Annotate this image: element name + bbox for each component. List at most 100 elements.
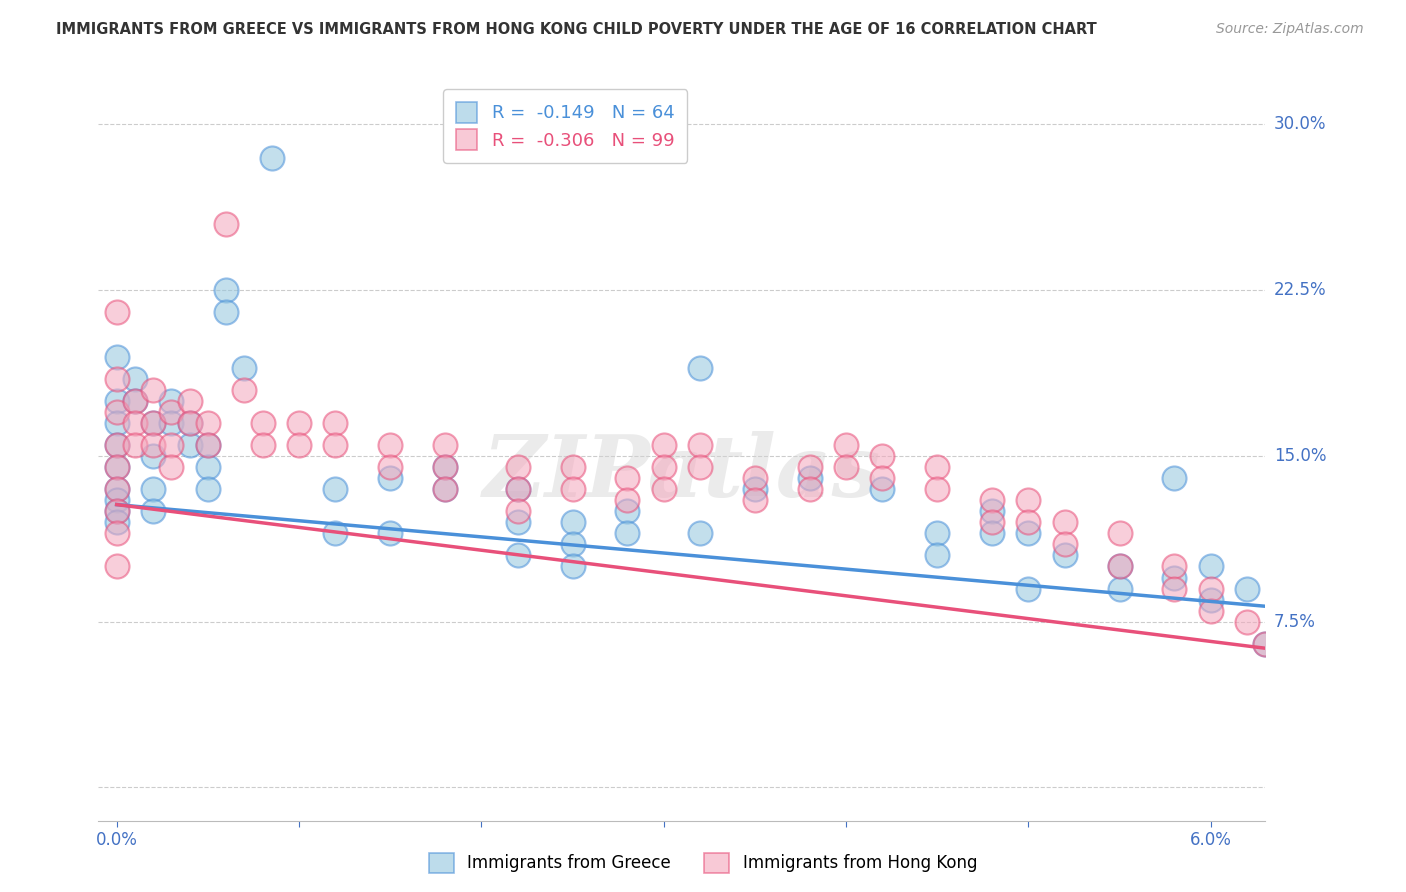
Point (105, 526, 128, 541)
Point (561, 559, 583, 574)
Point (744, 482, 766, 496)
Point (288, 416, 311, 430)
Point (197, 438, 219, 452)
Text: 30.0%: 30.0% (1274, 115, 1326, 134)
Point (872, 482, 894, 496)
Point (142, 504, 165, 518)
Point (927, 549, 949, 563)
Text: 7.5%: 7.5% (1274, 613, 1316, 631)
Point (1236, 615, 1258, 629)
Point (124, 438, 146, 452)
Point (325, 438, 347, 452)
Point (142, 383, 165, 397)
Text: 15.0%: 15.0% (1274, 447, 1326, 465)
Point (1163, 582, 1185, 596)
Point (233, 383, 256, 397)
Point (105, 482, 128, 496)
Text: Source: ZipAtlas.com: Source: ZipAtlas.com (1216, 22, 1364, 37)
Point (506, 460, 529, 475)
Point (380, 471, 402, 485)
Point (1017, 516, 1039, 530)
Point (616, 526, 638, 541)
Point (1199, 592, 1222, 607)
Point (1053, 537, 1076, 551)
Text: IMMIGRANTS FROM GREECE VS IMMIGRANTS FROM HONG KONG CHILD POVERTY UNDER THE AGE : IMMIGRANTS FROM GREECE VS IMMIGRANTS FRO… (56, 22, 1097, 37)
Point (927, 482, 949, 496)
Point (105, 482, 128, 496)
Point (105, 504, 128, 518)
Point (1017, 526, 1039, 541)
Point (380, 526, 402, 541)
Point (105, 393, 128, 408)
Point (1163, 559, 1185, 574)
Point (433, 438, 456, 452)
Point (744, 493, 766, 508)
Point (744, 471, 766, 485)
Point (561, 482, 583, 496)
Point (872, 449, 894, 463)
Point (1199, 559, 1222, 574)
Point (160, 460, 183, 475)
Point (105, 559, 128, 574)
Point (105, 460, 128, 475)
Point (179, 393, 201, 408)
Point (1108, 526, 1130, 541)
Point (160, 416, 183, 430)
Point (124, 416, 146, 430)
Point (506, 482, 529, 496)
Point (1053, 549, 1076, 563)
Point (215, 305, 238, 319)
Point (1017, 582, 1039, 596)
Point (433, 482, 456, 496)
Point (124, 393, 146, 408)
Point (835, 438, 858, 452)
Point (652, 438, 675, 452)
Point (980, 493, 1002, 508)
Point (1254, 637, 1277, 651)
Point (616, 504, 638, 518)
Point (506, 549, 529, 563)
Point (616, 493, 638, 508)
Point (561, 516, 583, 530)
Point (215, 217, 238, 231)
Point (980, 504, 1002, 518)
Point (105, 493, 128, 508)
Point (179, 416, 201, 430)
Point (1163, 570, 1185, 584)
Point (105, 516, 128, 530)
Point (506, 504, 529, 518)
Point (105, 305, 128, 319)
Point (124, 371, 146, 385)
Point (252, 416, 274, 430)
Point (980, 526, 1002, 541)
Point (927, 460, 949, 475)
Point (179, 416, 201, 430)
Point (433, 460, 456, 475)
Point (105, 371, 128, 385)
Point (260, 151, 283, 165)
Point (689, 526, 711, 541)
Legend: Immigrants from Greece, Immigrants from Hong Kong: Immigrants from Greece, Immigrants from … (422, 847, 984, 880)
Point (380, 438, 402, 452)
Point (927, 526, 949, 541)
Point (233, 360, 256, 375)
Point (160, 405, 183, 419)
Point (105, 350, 128, 364)
Point (105, 438, 128, 452)
Point (1199, 582, 1222, 596)
Point (325, 526, 347, 541)
Point (215, 283, 238, 297)
Point (142, 482, 165, 496)
Point (325, 416, 347, 430)
Text: 22.5%: 22.5% (1274, 281, 1326, 299)
Point (616, 471, 638, 485)
Point (105, 504, 128, 518)
Point (433, 460, 456, 475)
Point (1254, 637, 1277, 651)
Point (433, 482, 456, 496)
Point (1053, 516, 1076, 530)
Point (142, 449, 165, 463)
Point (160, 438, 183, 452)
Point (197, 460, 219, 475)
Text: ZIPatlas: ZIPatlas (482, 431, 882, 515)
